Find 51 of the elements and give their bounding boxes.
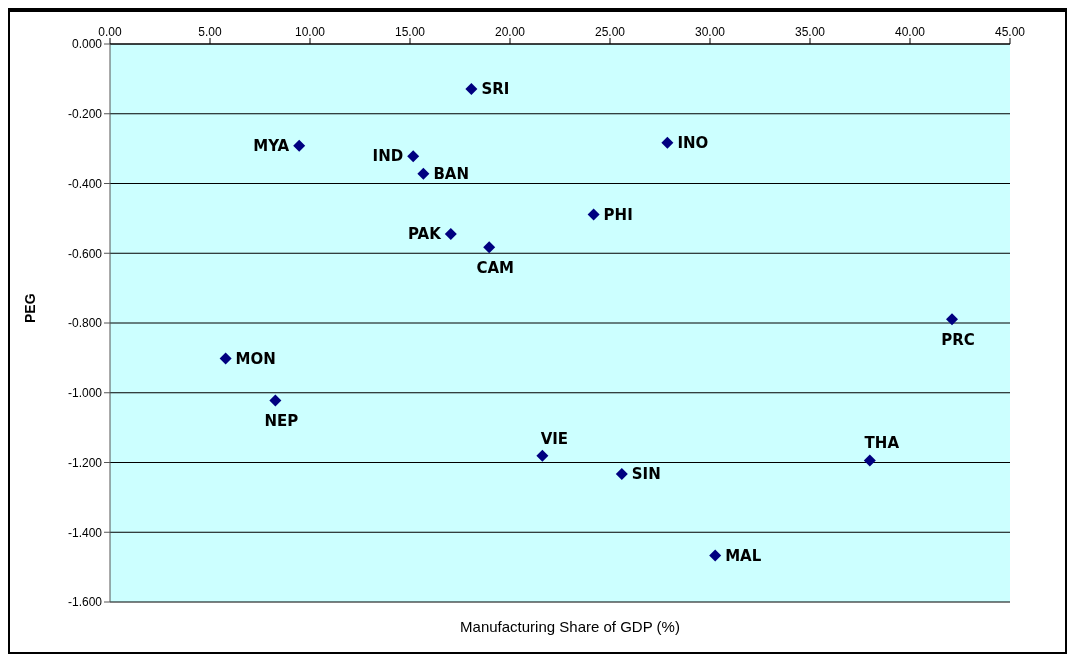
x-tick-label: 0.00	[98, 25, 122, 39]
annotation: SIN	[631, 465, 661, 484]
point	[417, 167, 430, 180]
annotation: NEP	[264, 412, 299, 431]
x-tick-label: 45.00	[994, 25, 1026, 39]
annotation: MYA	[253, 136, 290, 155]
x-axis-title: Manufacturing Share of GDP (%)	[459, 618, 681, 635]
point	[483, 241, 496, 254]
annotation: BAN	[433, 164, 470, 183]
y-tick-label: -1.000	[67, 386, 103, 401]
annotation: IND	[372, 147, 404, 166]
point	[269, 394, 282, 407]
y-tick-label: -0.600	[67, 246, 103, 261]
x-tick-label: 15.00	[394, 25, 426, 39]
point	[863, 454, 876, 467]
point	[444, 228, 457, 241]
annotation: MAL	[725, 546, 762, 565]
annotation: CAM	[476, 259, 514, 278]
x-tick-label: 5.00	[198, 25, 222, 39]
y-axis-title: PEG	[21, 293, 38, 323]
annotation: INO	[677, 133, 709, 152]
y-tick-label: -1.400	[67, 525, 103, 540]
y-tick-label: -0.400	[67, 176, 103, 191]
point	[219, 352, 232, 365]
point	[615, 468, 628, 481]
point	[709, 549, 722, 562]
annotation: PAK	[407, 225, 443, 244]
point	[407, 150, 420, 163]
annotation: PRC	[941, 331, 975, 350]
point	[465, 82, 478, 95]
point	[946, 313, 958, 326]
x-tick-label: 35.00	[794, 25, 826, 39]
annotation: SRI	[481, 79, 510, 98]
y-tick-label: -1.200	[67, 455, 103, 470]
point	[587, 208, 600, 221]
x-tick-label: 30.00	[694, 25, 726, 39]
annotation: PHI	[603, 205, 633, 224]
y-tick-label: -0.800	[67, 316, 103, 331]
point	[293, 139, 306, 152]
point	[536, 449, 549, 462]
y-tick-label: -1.600	[67, 595, 103, 610]
y-tick-label: 0.000	[71, 37, 103, 52]
x-tick-label: 40.00	[894, 25, 926, 39]
annotation: VIE	[540, 429, 569, 448]
x-tick-label: 20.00	[494, 25, 526, 39]
x-tick-label: 10.00	[294, 25, 326, 39]
annotation: THA	[864, 434, 900, 453]
y-tick-label: -0.200	[67, 107, 103, 122]
x-tick-label: 25.00	[594, 25, 626, 39]
point	[661, 136, 674, 149]
annotation: MON	[235, 349, 276, 368]
